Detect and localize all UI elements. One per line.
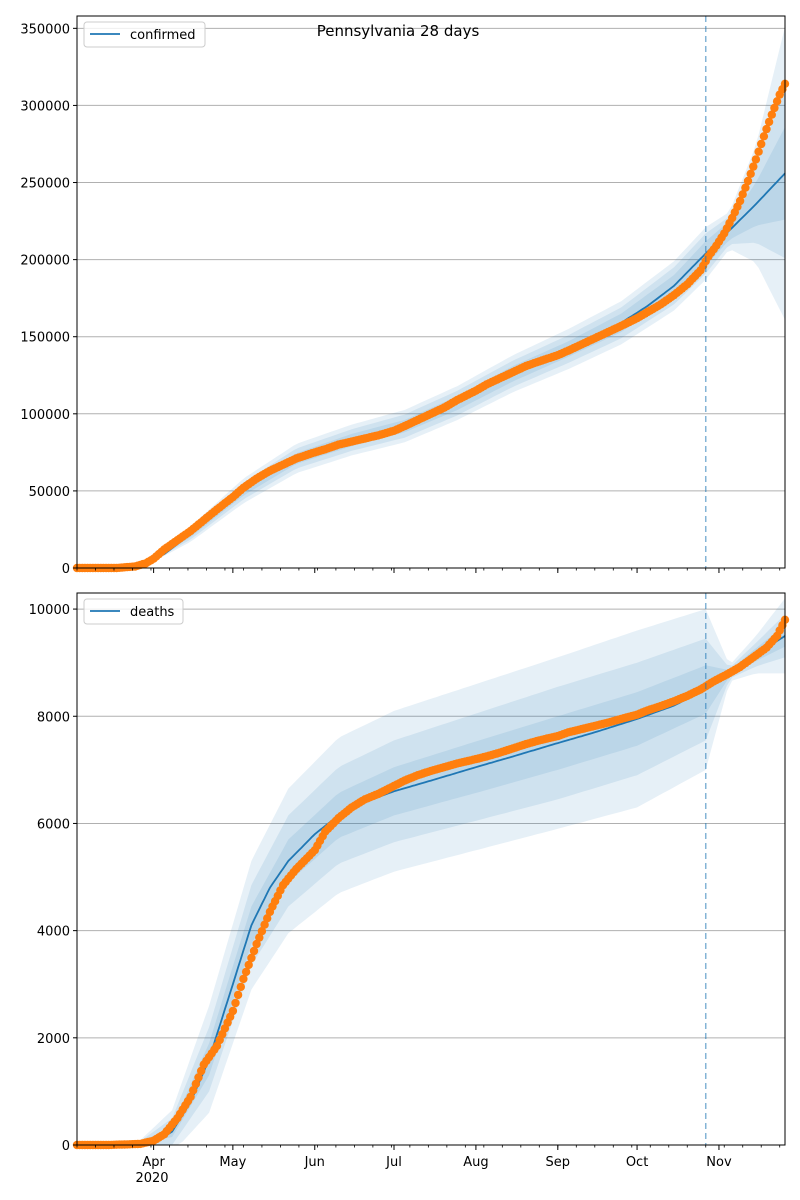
y-tick-label: 8000 — [37, 710, 70, 725]
observed-point — [772, 97, 782, 106]
x-year-label: 2020 — [135, 1171, 168, 1186]
observed-point — [735, 196, 745, 206]
observed-point — [767, 110, 776, 119]
legend-entry-confirmed: confirmed — [130, 28, 196, 43]
observed-point — [746, 169, 755, 178]
confirmed-legend: confirmed — [83, 21, 206, 48]
observed-point — [252, 939, 261, 949]
y-tick-label: 0 — [62, 1139, 70, 1154]
observed-point — [186, 1092, 195, 1102]
observed-point — [233, 990, 243, 1000]
observed-point — [770, 103, 779, 113]
deaths-observed-points — [72, 615, 790, 1150]
deaths-panel: 0 2000 4000 6000 8000 10000 Apr May Jun Jul Aug Se… — [29, 592, 790, 1186]
x-tick-label: May — [219, 1155, 246, 1170]
observed-point — [743, 176, 753, 186]
uncertainty-band — [77, 614, 785, 1145]
observed-point — [228, 1006, 238, 1016]
observed-point — [247, 953, 256, 963]
observed-point — [249, 946, 259, 956]
observed-point — [231, 998, 240, 1008]
deaths-axes-frame — [76, 592, 786, 1146]
observed-point — [191, 1079, 201, 1089]
legend-box — [83, 598, 184, 625]
uncertainty-band — [77, 88, 785, 568]
y-tick-label: 6000 — [37, 817, 70, 832]
uncertainty-band — [77, 598, 785, 1145]
confirmed-axes-frame — [76, 15, 786, 569]
observed-point — [764, 117, 774, 127]
y-tick-label: 0 — [62, 562, 70, 577]
observed-point — [257, 927, 267, 936]
confirmed-observed-points — [72, 79, 790, 573]
x-tick-label: Sep — [546, 1155, 571, 1170]
deaths-x-axis: Apr May Jun Jul Aug Sep Oct Nov — [76, 1145, 781, 1170]
confirmed-uncertainty-bands — [77, 26, 785, 569]
y-tick-label: 2000 — [37, 1032, 70, 1047]
confirmed-model-line — [77, 172, 786, 569]
x-tick-label: Apr — [142, 1155, 165, 1170]
deaths-legend: deaths — [83, 598, 184, 625]
observed-point — [239, 974, 248, 984]
y-tick-label: 250000 — [20, 177, 70, 192]
uncertainty-band — [77, 26, 785, 569]
y-tick-label: 150000 — [20, 331, 70, 346]
observed-point — [754, 147, 763, 156]
observed-point — [236, 982, 245, 992]
observed-point — [197, 1066, 206, 1076]
y-tick-label: 50000 — [29, 485, 70, 500]
y-tick-label: 350000 — [20, 22, 70, 37]
deaths-gridlines — [77, 608, 785, 1146]
y-tick-label: 100000 — [20, 408, 70, 423]
x-tick-label: Jul — [385, 1155, 402, 1170]
observed-point — [244, 960, 253, 970]
observed-point — [759, 132, 769, 141]
y-tick-label: 10000 — [29, 603, 70, 618]
observed-point — [241, 967, 251, 977]
uncertainty-band — [77, 127, 785, 568]
y-tick-label: 300000 — [20, 99, 70, 114]
observed-point — [255, 933, 264, 942]
x-tick-label: Nov — [706, 1155, 732, 1170]
observed-point — [741, 183, 750, 192]
observed-point — [751, 155, 761, 164]
deaths-y-axis: 0 2000 4000 6000 8000 10000 — [29, 603, 77, 1154]
y-tick-label: 4000 — [37, 925, 70, 940]
observed-point — [738, 190, 747, 199]
y-tick-label: 200000 — [20, 254, 70, 269]
observed-point — [749, 162, 758, 171]
confirmed-x-axis — [76, 568, 781, 573]
observed-point — [263, 914, 272, 923]
x-tick-label: Oct — [626, 1155, 648, 1170]
confirmed-panel: 0 50000 100000 150000 200000 250000 300000 3500… — [20, 15, 790, 577]
chart-title: Pennsylvania 28 days — [317, 22, 480, 40]
legend-box — [83, 21, 206, 48]
observed-point — [189, 1086, 198, 1095]
observed-point — [260, 920, 269, 929]
x-tick-label: Jun — [304, 1155, 325, 1170]
observed-point — [762, 124, 771, 134]
deaths-uncertainty-bands — [77, 598, 785, 1145]
x-tick-label: Aug — [463, 1155, 488, 1170]
legend-entry-deaths: deaths — [130, 605, 175, 620]
confirmed-y-axis: 0 50000 100000 150000 200000 250000 300000 3500… — [20, 22, 77, 577]
observed-point — [194, 1073, 203, 1082]
observed-point — [757, 139, 766, 149]
